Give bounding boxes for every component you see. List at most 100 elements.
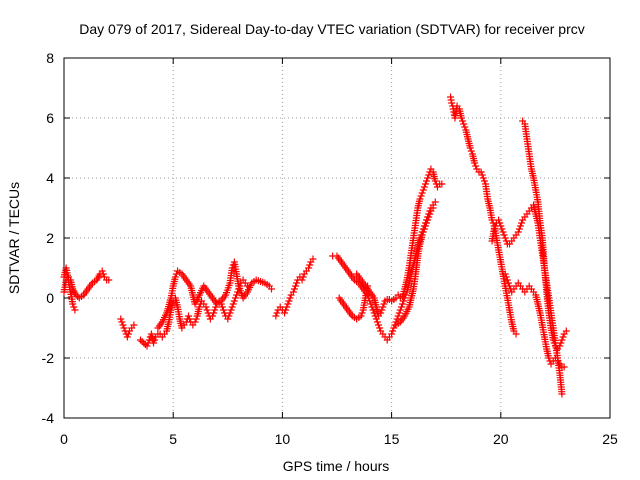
data-point <box>373 318 381 326</box>
data-point <box>231 294 239 302</box>
data-point <box>448 99 456 107</box>
data-point <box>143 342 151 350</box>
data-point <box>429 204 437 212</box>
data-points <box>60 93 570 398</box>
data-point <box>512 330 520 338</box>
data-point <box>228 303 236 311</box>
data-point <box>396 306 404 314</box>
data-point <box>457 114 465 122</box>
data-point <box>218 303 226 311</box>
data-point <box>376 324 384 332</box>
data-point <box>420 183 428 191</box>
data-point <box>370 309 378 317</box>
data-point <box>460 120 468 128</box>
data-point <box>431 177 439 185</box>
data-point <box>286 294 294 302</box>
x-tick-label: 20 <box>493 431 509 447</box>
data-point <box>503 276 511 284</box>
data-point <box>184 312 192 320</box>
data-point <box>72 291 80 299</box>
data-point <box>419 228 427 236</box>
data-point <box>389 327 397 335</box>
data-point <box>397 303 405 311</box>
y-tick-label: 0 <box>46 290 54 306</box>
data-point <box>423 219 431 227</box>
data-point <box>227 306 235 314</box>
data-point <box>282 306 290 314</box>
data-point <box>516 222 524 230</box>
data-point <box>273 309 281 317</box>
data-point <box>230 297 238 305</box>
data-point <box>545 354 553 362</box>
data-point <box>497 222 505 230</box>
data-point <box>186 315 194 323</box>
data-point <box>105 276 113 284</box>
data-point <box>367 300 375 308</box>
data-point <box>490 225 498 233</box>
data-point <box>98 267 106 275</box>
data-point <box>501 234 509 242</box>
data-point <box>369 306 377 314</box>
data-point <box>425 171 433 179</box>
data-point <box>399 300 407 308</box>
data-point <box>211 306 219 314</box>
data-point <box>499 228 507 236</box>
data-point <box>488 216 496 224</box>
data-point <box>495 216 503 224</box>
data-point <box>289 288 297 296</box>
data-point <box>394 312 402 320</box>
data-point <box>228 264 236 272</box>
data-point <box>290 285 298 293</box>
data-point <box>496 219 504 227</box>
data-point <box>461 123 469 131</box>
x-tick-label: 10 <box>275 431 291 447</box>
data-point <box>416 195 424 203</box>
data-point <box>224 315 232 323</box>
data-point <box>380 300 388 308</box>
data-point <box>285 297 293 305</box>
data-point <box>388 330 396 338</box>
data-point <box>395 309 403 317</box>
data-point <box>120 324 128 332</box>
data-point <box>210 309 218 317</box>
data-point <box>226 309 234 317</box>
data-point <box>192 315 200 323</box>
y-tick-label: -4 <box>42 410 55 426</box>
data-point <box>419 186 427 194</box>
data-point <box>471 159 479 167</box>
data-point <box>417 192 425 200</box>
data-point <box>500 231 508 239</box>
axis-ticks: 0 5 10 15 20 25 -4 -2 0 2 4 6 8 <box>42 50 618 447</box>
data-point <box>118 318 126 326</box>
data-point <box>479 174 487 182</box>
data-point <box>477 168 485 176</box>
data-point <box>219 306 227 314</box>
data-point <box>560 363 568 371</box>
data-point <box>421 222 429 230</box>
data-point <box>518 219 526 227</box>
data-point <box>420 225 428 233</box>
data-point <box>557 339 565 347</box>
data-point <box>498 225 506 233</box>
data-point <box>225 312 233 320</box>
data-point <box>459 117 467 125</box>
data-point <box>99 270 107 278</box>
x-axis-label: GPS time / hours <box>283 458 390 474</box>
data-point <box>195 303 203 311</box>
data-point <box>431 198 439 206</box>
data-point <box>501 270 509 278</box>
y-axis-label: SDTVAR / TECUs <box>6 182 22 294</box>
data-point <box>480 177 488 185</box>
data-point <box>550 339 558 347</box>
data-point <box>298 276 306 284</box>
y-tick-label: 6 <box>46 110 54 126</box>
data-point <box>426 210 434 218</box>
data-point <box>306 261 314 269</box>
data-point <box>305 264 313 272</box>
data-point <box>123 333 131 341</box>
data-point <box>69 300 77 308</box>
grid-lines <box>64 58 610 418</box>
data-point <box>130 321 138 329</box>
data-point <box>438 180 446 188</box>
y-tick-label: 4 <box>46 170 54 186</box>
